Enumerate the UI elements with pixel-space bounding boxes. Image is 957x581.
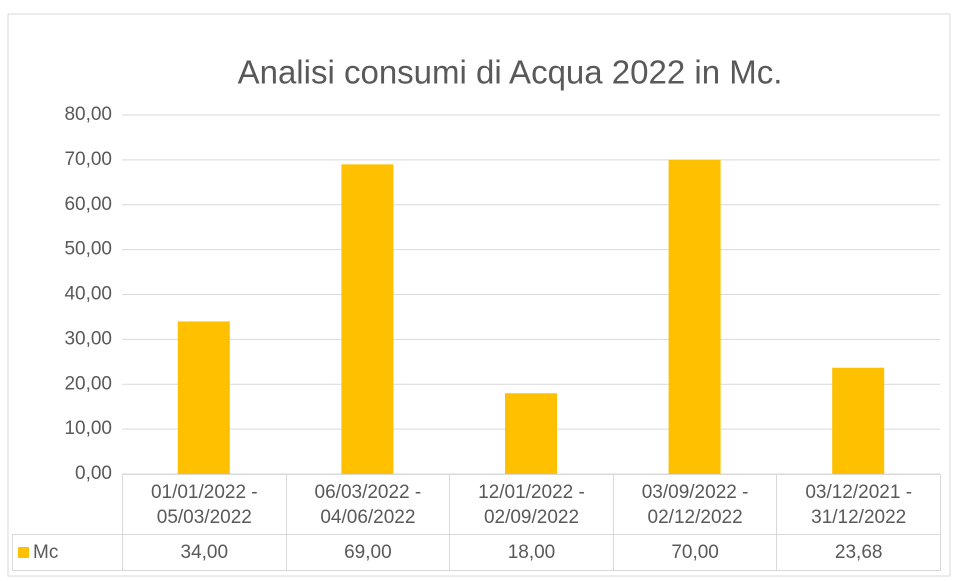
bar <box>505 393 557 474</box>
y-tick-label: 50,00 <box>64 239 112 260</box>
legend-cell: Mc <box>12 534 123 571</box>
bar <box>668 159 721 474</box>
x-tick-label: 03/12/2021 - 31/12/2022 <box>776 474 941 535</box>
legend-key <box>18 547 29 558</box>
legend-label: Mc <box>33 542 59 563</box>
y-tick-label: 40,00 <box>64 284 112 305</box>
x-tick-label: 01/01/2022 - 05/03/2022 <box>122 474 287 535</box>
bar <box>177 321 230 474</box>
data-table-value: 18,00 <box>449 534 614 571</box>
y-tick-label: 20,00 <box>64 373 112 394</box>
bar <box>341 164 394 475</box>
y-tick-label: 70,00 <box>64 149 112 170</box>
y-tick-label: 0,00 <box>75 463 112 484</box>
x-tick-label: 12/01/2022 - 02/09/2022 <box>449 474 614 535</box>
x-tick-label: 03/09/2022 - 02/12/2022 <box>612 474 778 535</box>
x-tick-label: 06/03/2022 - 04/06/2022 <box>285 474 451 535</box>
y-tick-label: 80,00 <box>64 104 112 125</box>
chart-title: Analisi consumi di Acqua 2022 in Mc. <box>238 54 783 91</box>
data-table-value: 70,00 <box>612 534 778 571</box>
bar <box>832 367 885 474</box>
data-table-value: 23,68 <box>776 534 941 571</box>
y-tick-label: 60,00 <box>64 194 112 215</box>
y-tick-label: 10,00 <box>64 418 112 439</box>
y-tick-label: 30,00 <box>64 328 112 349</box>
data-table-value: 69,00 <box>285 534 451 571</box>
data-table-value: 34,00 <box>122 534 287 571</box>
